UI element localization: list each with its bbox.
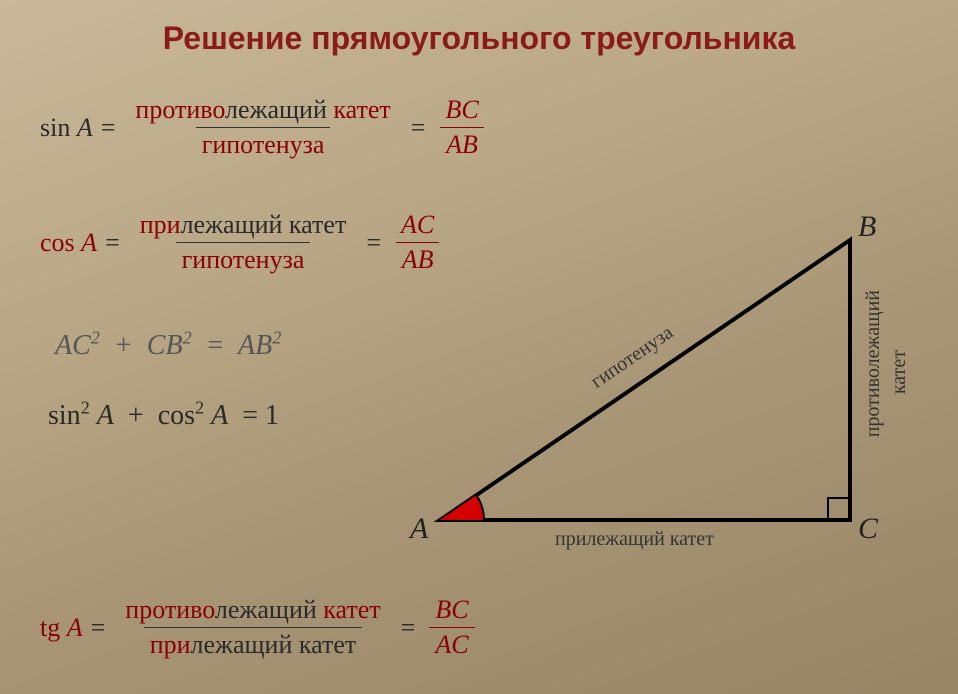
vertex-c: C xyxy=(858,512,878,546)
vertex-a: A xyxy=(410,512,428,546)
triangle-diagram xyxy=(0,0,958,694)
vertex-b: B xyxy=(858,210,876,244)
label-adjacent: прилежащий катет xyxy=(555,528,714,551)
label-opposite-2: катет xyxy=(888,350,911,394)
label-opposite-1: противолежащий xyxy=(862,290,885,437)
